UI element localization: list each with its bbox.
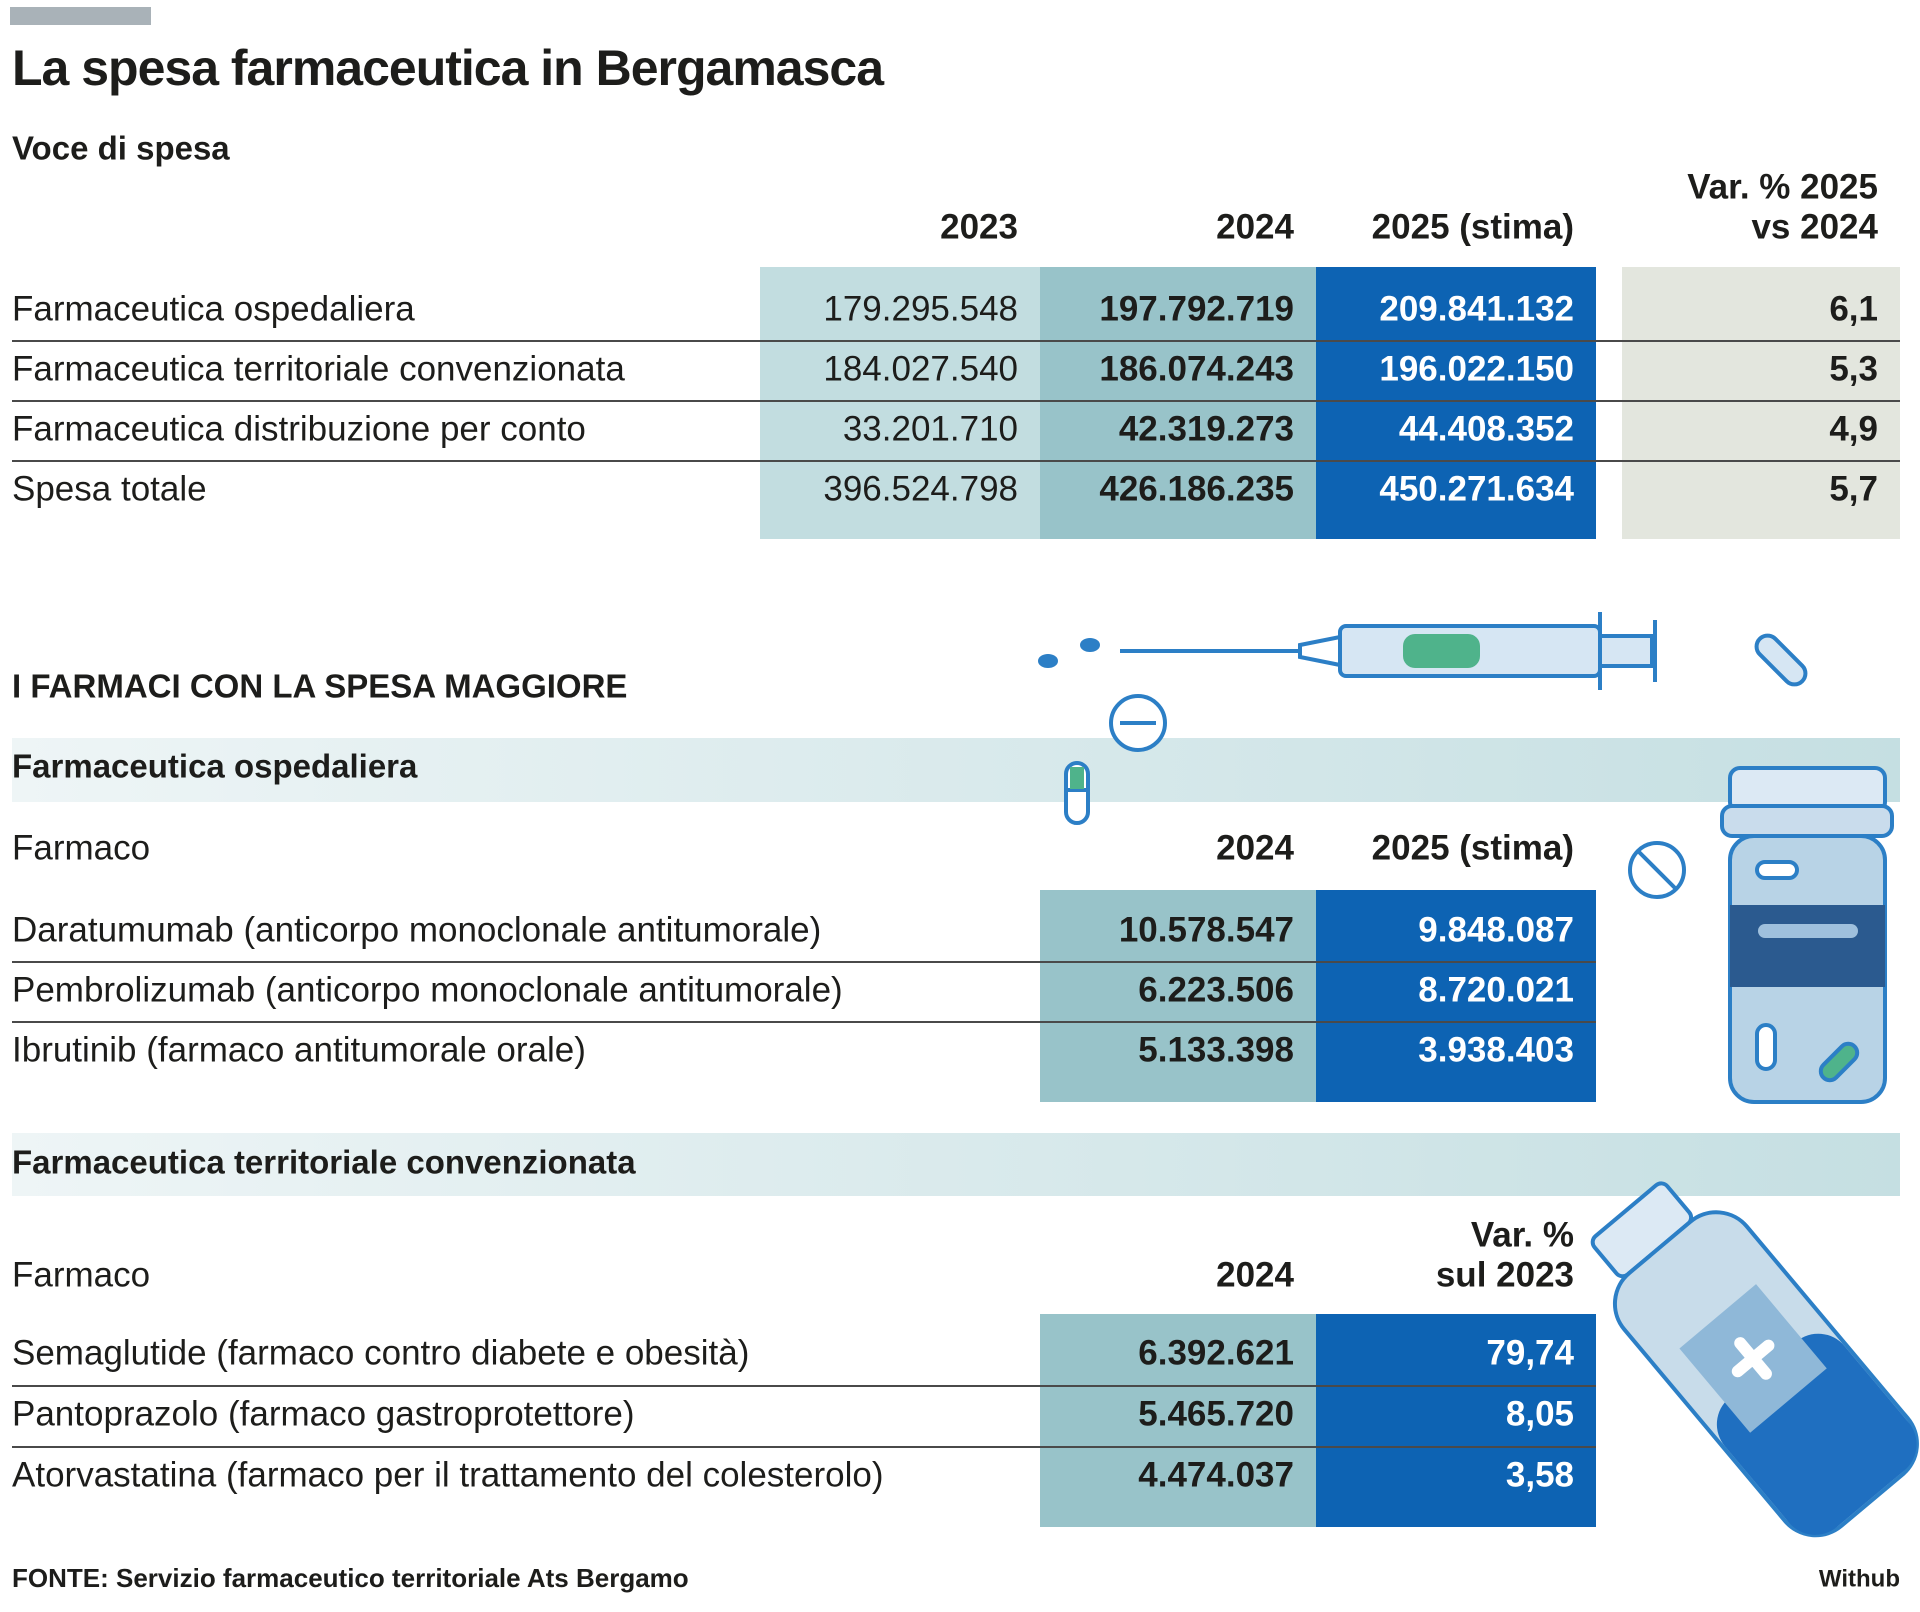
top-bar (10, 7, 151, 25)
column-bg (1622, 267, 1900, 539)
row-label: Farmaceutica territoriale convenzionata (12, 349, 625, 388)
row-label: Pembrolizumab (anticorpo monoclonale ant… (12, 970, 843, 1009)
column-header: Farmaco (12, 1255, 150, 1294)
cell-value: 186.074.243 (1099, 349, 1294, 388)
section-band (12, 1133, 1900, 1196)
band-title: Farmaceutica territoriale convenzionata (12, 1144, 636, 1181)
cell-value: 10.578.547 (1119, 910, 1294, 949)
cell-value: 4.474.037 (1138, 1455, 1294, 1494)
column-header: sul 2023 (1436, 1255, 1574, 1294)
cell-value: 9.848.087 (1418, 910, 1574, 949)
column-bg (760, 267, 1040, 539)
cell-value: 44.408.352 (1399, 409, 1574, 448)
column-bg (1316, 267, 1596, 539)
cell-value: 5,7 (1829, 469, 1878, 508)
subtitle: Voce di spesa (12, 130, 230, 167)
cell-value: 179.295.548 (823, 289, 1018, 328)
column-header: Var. % (1471, 1215, 1574, 1254)
column-bg (1040, 1314, 1316, 1527)
band-title: Farmaceutica ospedaliera (12, 748, 418, 785)
row-label: Pantoprazolo (farmaco gastroprotettore) (12, 1394, 635, 1433)
jar-icon (1720, 766, 1894, 1104)
cell-value: 6,1 (1829, 289, 1878, 328)
column-bg (1316, 1314, 1596, 1527)
section-band (12, 738, 1900, 802)
cell-value: 426.186.235 (1099, 469, 1294, 508)
cell-value: 8.720.021 (1418, 970, 1574, 1009)
bottle-icon (1590, 1181, 1919, 1538)
column-header: 2024 (1216, 207, 1294, 246)
cell-value: 3.938.403 (1418, 1030, 1574, 1069)
row-label: Farmaceutica distribuzione per conto (12, 409, 586, 448)
column-header: 2024 (1216, 828, 1294, 867)
column-header: 2024 (1216, 1255, 1294, 1294)
cell-value: 5.465.720 (1138, 1394, 1294, 1433)
row-label: Atorvastatina (farmaco per il trattament… (12, 1455, 884, 1494)
cell-value: 6.392.621 (1138, 1333, 1294, 1372)
syringe-icon (1038, 612, 1808, 899)
credit: Withub (1819, 1565, 1900, 1592)
cell-value: 396.524.798 (823, 469, 1018, 508)
cell-value: 5.133.398 (1138, 1030, 1294, 1069)
column-header: Farmaco (12, 828, 150, 867)
column-bg (1040, 890, 1316, 1102)
column-bg (1040, 267, 1316, 539)
cell-value: 184.027.540 (823, 349, 1018, 388)
title: La spesa farmaceutica in Bergamasca (12, 40, 885, 96)
cell-value: 5,3 (1829, 349, 1878, 388)
column-header: Var. % 2025 (1687, 167, 1878, 206)
row-label: Daratumumab (anticorpo monoclonale antit… (12, 910, 821, 949)
column-header: 2023 (940, 207, 1018, 246)
column-header: vs 2024 (1751, 207, 1878, 246)
row-label: Ibrutinib (farmaco antitumorale orale) (12, 1030, 586, 1069)
row-label: Spesa totale (12, 469, 207, 508)
column-header: 2025 (stima) (1372, 828, 1574, 867)
column-bg (1316, 890, 1596, 1102)
row-label: Farmaceutica ospedaliera (12, 289, 415, 328)
cell-value: 4,9 (1829, 409, 1878, 448)
row-label: Semaglutide (farmaco contro diabete e ob… (12, 1333, 749, 1372)
cell-value: 42.319.273 (1119, 409, 1294, 448)
section-title: I FARMACI CON LA SPESA MAGGIORE (12, 668, 627, 705)
cell-value: 450.271.634 (1379, 469, 1574, 508)
cell-value: 79,74 (1486, 1333, 1574, 1372)
cell-value: 196.022.150 (1379, 349, 1574, 388)
cell-value: 6.223.506 (1138, 970, 1294, 1009)
cell-value: 209.841.132 (1379, 289, 1574, 328)
cell-value: 197.792.719 (1099, 289, 1294, 328)
source: FONTE: Servizio farmaceutico territorial… (12, 1563, 689, 1593)
cell-value: 3,58 (1506, 1455, 1574, 1494)
cell-value: 33.201.710 (843, 409, 1018, 448)
cell-value: 8,05 (1506, 1394, 1574, 1433)
column-header: 2025 (stima) (1372, 207, 1574, 246)
